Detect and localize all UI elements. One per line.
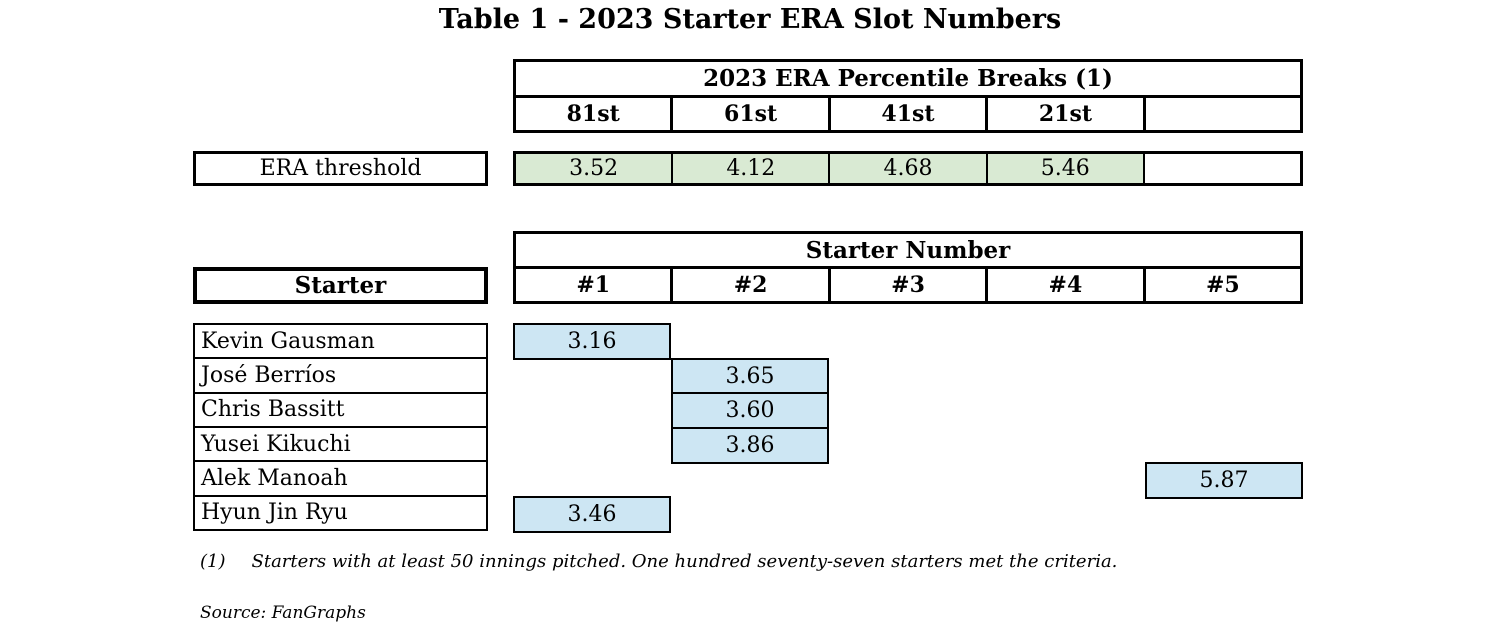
- starter-column-header: Starter: [193, 267, 488, 304]
- starter-name-cell: José Berríos: [195, 357, 486, 391]
- starter-number-col-header: #5: [1205, 272, 1240, 298]
- era-threshold-cell: 5.46: [987, 154, 1145, 183]
- era-threshold-label: ERA threshold: [193, 151, 488, 186]
- starter-name-cell: Yusei Kikuchi: [195, 425, 486, 460]
- starter-number-table: Starter Number #1 #2 #3 #4 #5: [513, 231, 1303, 304]
- starter-number-col-header: #1: [516, 269, 674, 301]
- percentile-col-header: 21st: [988, 98, 1146, 130]
- starter-era-cell: 3.65: [671, 358, 829, 395]
- era-threshold-cell: 4.12: [673, 154, 831, 183]
- footnote: (1) Starters with at least 50 innings pit…: [200, 551, 1117, 572]
- source-line: Source: FanGraphs: [200, 603, 366, 623]
- era-threshold-cell: 3.52: [516, 154, 674, 183]
- percentile-col-header: [1146, 98, 1300, 130]
- starter-era-cell: 3.16: [513, 323, 671, 360]
- era-threshold-row: 3.52 4.12 4.68 5.46: [513, 151, 1303, 186]
- percentile-table-header: 2023 ERA Percentile Breaks (1): [516, 62, 1300, 98]
- starter-number-table-header: Starter Number: [516, 234, 1300, 269]
- era-threshold-cell: 4.68: [830, 154, 988, 183]
- percentile-column-headers: 81st 61st 41st 21st: [516, 98, 1300, 130]
- starter-name-cell: Kevin Gausman: [201, 328, 375, 354]
- starter-era-cell: 5.87: [1145, 462, 1303, 499]
- starter-number-column-headers: #1 #2 #3 #4 #5: [516, 269, 1300, 301]
- starter-name-cell: Chris Bassitt: [195, 391, 486, 426]
- percentile-col-header: 81st: [516, 98, 674, 130]
- starter-number-col-header: #2: [673, 269, 831, 301]
- starter-name-cell: Alek Manoah: [195, 460, 486, 494]
- percentile-col-header: 41st: [831, 98, 989, 130]
- footnote-marker: (1): [200, 551, 226, 572]
- starter-era-cell: 3.60: [671, 392, 829, 429]
- starter-number-col-header: #3: [831, 269, 989, 301]
- starter-era-grid: 3.16 3.65 3.60 3.86 5.87 3.46: [513, 323, 1303, 535]
- percentile-table: 2023 ERA Percentile Breaks (1) 81st 61st 4…: [513, 59, 1303, 133]
- footnote-text: Starters with at least 50 innings pitche…: [251, 551, 1118, 572]
- percentile-col-header: 61st: [673, 98, 831, 130]
- starter-names-column: Kevin Gausman José Berríos Chris Bassitt Yu…: [193, 323, 488, 531]
- page-title: Table 1 - 2023 Starter ERA Slot Numbers: [438, 4, 1062, 35]
- starter-era-cell: 3.86: [671, 427, 829, 464]
- era-threshold-cell: [1145, 154, 1300, 183]
- starter-number-col-header: #4: [988, 269, 1146, 301]
- starter-era-cell: 3.46: [513, 496, 671, 533]
- starter-name-cell: Hyun Jin Ryu: [195, 494, 486, 529]
